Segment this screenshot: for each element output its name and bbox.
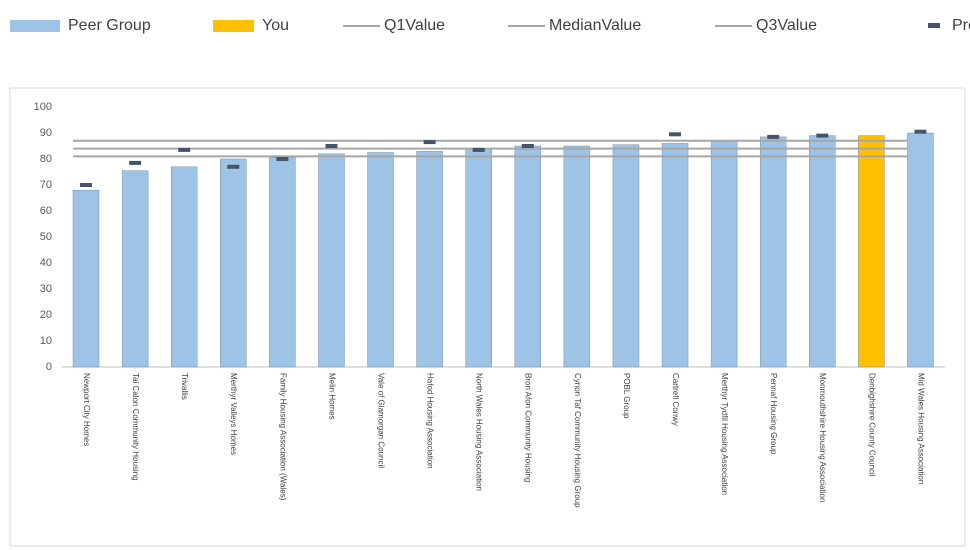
x-tick-label: Melin Homes xyxy=(327,373,336,420)
y-tick-label: 70 xyxy=(40,179,52,191)
bar xyxy=(367,152,394,368)
prev-marker xyxy=(178,147,191,152)
prev-marker xyxy=(325,144,338,148)
bar xyxy=(72,189,100,368)
prev-marker xyxy=(227,164,240,169)
y-tick-label: 30 xyxy=(40,283,52,295)
x-tick-label: Newport City Homes xyxy=(82,373,91,446)
x-tick-label: Monmouthshire Housing Association xyxy=(818,373,827,502)
prev-marker xyxy=(669,132,682,137)
y-tick-label: 80 xyxy=(40,153,52,165)
bar xyxy=(121,170,149,368)
bar xyxy=(907,132,934,368)
prev-marker xyxy=(276,157,289,161)
bar xyxy=(710,140,738,368)
bar xyxy=(759,136,787,368)
legend-swatch xyxy=(10,20,60,32)
y-tick-label: 60 xyxy=(40,205,52,217)
y-tick-label: 50 xyxy=(40,231,52,243)
bar xyxy=(612,144,640,368)
x-tick-label: Mid Wales Housing Association xyxy=(916,373,925,484)
y-tick-label: 40 xyxy=(40,257,52,269)
x-tick-label: Cartrefi Conwy xyxy=(671,373,680,426)
prev-marker xyxy=(472,147,485,152)
bar xyxy=(858,135,885,368)
prev-marker xyxy=(80,183,93,187)
bar xyxy=(661,143,689,368)
bar xyxy=(170,166,198,368)
x-tick-label: North Wales Housing Association xyxy=(475,373,484,491)
bar xyxy=(563,145,591,368)
y-tick-label: 20 xyxy=(40,309,52,321)
legend-label: Peer Group xyxy=(68,17,151,34)
prev-marker xyxy=(423,140,436,145)
legend-swatch xyxy=(213,20,254,32)
x-tick-label: POBL Group xyxy=(622,373,631,419)
x-tick-label: Denbighshire County Council xyxy=(867,373,876,477)
prev-marker xyxy=(816,133,829,138)
x-tick-label: Merthyr Tydfil Housing Association xyxy=(720,373,729,495)
bar xyxy=(318,153,345,368)
y-tick-label: 10 xyxy=(40,335,52,347)
x-tick-label: Trivallis xyxy=(180,373,189,400)
y-tick-label: 90 xyxy=(40,127,52,139)
y-tick-label: 0 xyxy=(46,361,52,373)
x-tick-label: Family Housing Association (Wales) xyxy=(278,373,287,501)
x-tick-label: Pennaf Housing Group xyxy=(769,373,778,455)
legend-label: Q3Value xyxy=(756,17,817,34)
bar xyxy=(809,135,836,368)
legend-marker xyxy=(928,23,940,28)
legend-label: Q1Value xyxy=(384,17,445,34)
x-tick-label: Merthyr Valleys Homes xyxy=(229,373,238,455)
prev-marker xyxy=(129,160,142,165)
x-tick-label: Vale of Glamorgan Council xyxy=(376,373,385,468)
x-tick-label: Tai Calon Community Housing xyxy=(131,373,140,481)
bar xyxy=(514,145,542,368)
bar xyxy=(269,157,296,368)
x-tick-label: Cynon Taf Community Housing Group xyxy=(573,373,582,508)
x-tick-label: Hafod Housing Association xyxy=(426,373,435,469)
plot-frame xyxy=(9,87,966,547)
legend-label: MedianValue xyxy=(549,17,641,34)
y-tick-label: 100 xyxy=(34,101,52,113)
x-tick-label: Bron Afon Community Housing xyxy=(524,373,533,482)
legend-label: Prev xyxy=(952,17,970,34)
bar xyxy=(416,150,443,368)
bar xyxy=(465,148,492,368)
bar xyxy=(220,158,247,368)
prev-marker xyxy=(914,129,927,134)
prev-marker xyxy=(767,134,780,139)
prev-marker xyxy=(521,144,534,148)
legend-label: You xyxy=(262,17,289,34)
